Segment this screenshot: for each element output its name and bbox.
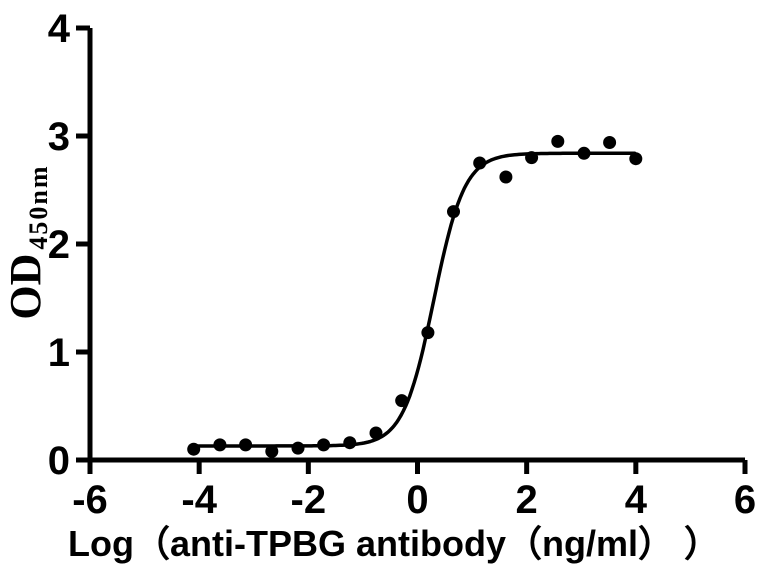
y-axis-label-subscript: 450nm: [24, 164, 53, 249]
y-axis-label: OD 450nm: [1, 164, 53, 319]
data-point: [369, 426, 383, 440]
data-point: [291, 441, 305, 455]
data-point: [629, 152, 643, 166]
data-point: [213, 438, 227, 452]
y-tick-label: 2: [48, 223, 70, 267]
y-tick-label: 4: [48, 7, 71, 51]
data-point: [473, 156, 487, 170]
data-point: [577, 146, 591, 160]
y-tick-label: 1: [48, 331, 70, 375]
x-tick-label: -6: [72, 478, 108, 522]
x-tick-label: 6: [734, 478, 756, 522]
fit-curve: [191, 151, 637, 448]
x-tick-label: -2: [291, 478, 327, 522]
chart-generated-layer: -6 -4 -2 0 2 4 6 0 1 2 3 4: [48, 7, 756, 522]
data-point: [239, 438, 253, 452]
x-axis-label: Log（anti-TPBG antibody（ng/ml） ）: [68, 523, 720, 564]
data-point: [187, 442, 201, 456]
y-tick-label: 0: [48, 439, 70, 483]
data-point: [317, 438, 331, 452]
y-tick-label: 3: [48, 115, 70, 159]
x-tick-label: 0: [406, 478, 428, 522]
axes: [87, 28, 745, 463]
data-point: [265, 444, 279, 458]
data-point: [447, 205, 460, 219]
data-point: [395, 394, 409, 408]
data-point: [551, 134, 565, 148]
data-point: [525, 151, 539, 165]
x-tick-label: 2: [516, 478, 538, 522]
y-axis-label-main: OD: [1, 254, 50, 320]
x-tick-label: -4: [181, 478, 217, 522]
data-point: [603, 136, 617, 149]
x-tick-label: 4: [625, 478, 648, 522]
data-point: [421, 326, 435, 340]
data-point: [343, 436, 357, 450]
data-point: [499, 170, 513, 184]
